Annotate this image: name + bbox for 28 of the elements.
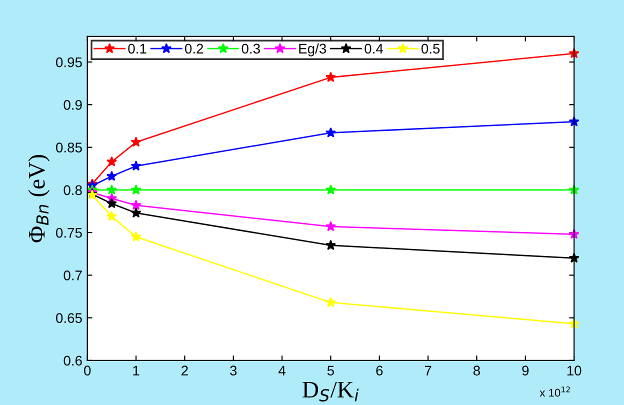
text: x 10$^{12}$ bbox=[540, 386, 570, 397]
x-tick-label: 5 bbox=[327, 366, 334, 376]
y-tick-label: 0.95 bbox=[56, 57, 82, 68]
legend-label: 0.2 bbox=[184, 44, 204, 54]
x-tick-label: 2 bbox=[182, 366, 188, 376]
x-tick-label: 6 bbox=[376, 366, 383, 376]
y-axis-title: Φ$_{Bn}$ (eV) bbox=[28, 155, 50, 242]
legend-label: Eg/3 bbox=[299, 43, 326, 56]
x-tick-label: 8 bbox=[473, 366, 480, 376]
y-tick-label: 0.7 bbox=[64, 270, 82, 280]
y-tick-label: 0.9 bbox=[64, 100, 82, 110]
y-tick-label: 0.85 bbox=[56, 142, 82, 152]
y-tick-label: 0.8 bbox=[64, 185, 82, 196]
x-tick-label: 1 bbox=[133, 366, 140, 376]
legend-label: 0.1 bbox=[128, 44, 146, 54]
x-tick-label: 0 bbox=[84, 366, 91, 376]
x-tick-label: 7 bbox=[424, 366, 432, 376]
legend-label: 0.4 bbox=[364, 44, 384, 54]
legend-label: 0.5 bbox=[421, 44, 440, 54]
y-tick-label: 0.6 bbox=[64, 356, 82, 366]
x-tick-label: 4 bbox=[278, 366, 286, 376]
y-tick-label: 0.65 bbox=[56, 313, 82, 323]
legend-label: 0.3 bbox=[242, 44, 260, 54]
x-axis-title: D$_{S}$/K$_{i}$ bbox=[302, 382, 359, 402]
x-tick-label: 9 bbox=[522, 366, 529, 376]
x-tick-label: 10 bbox=[567, 366, 582, 376]
y-tick-label: 0.75 bbox=[56, 228, 82, 238]
x-tick-label: 3 bbox=[230, 366, 237, 376]
